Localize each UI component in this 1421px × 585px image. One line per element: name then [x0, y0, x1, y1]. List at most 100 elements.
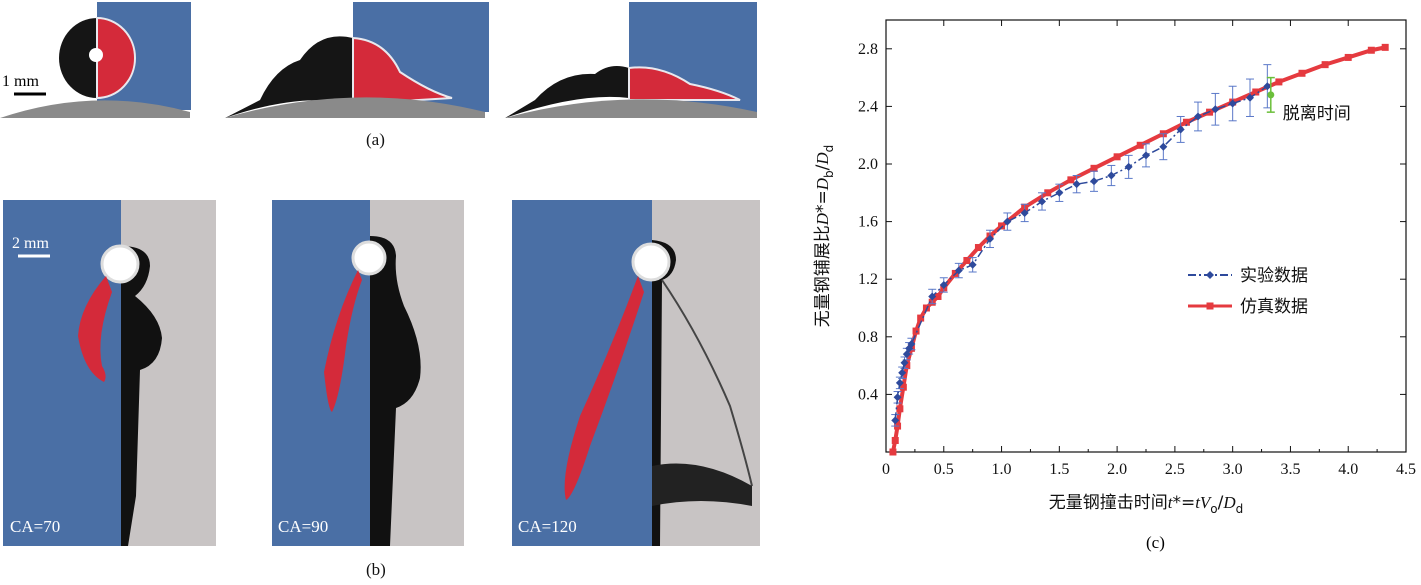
legend-sim-label: 仿真数据	[1240, 297, 1308, 317]
x-tick-label: 4.5	[1396, 461, 1416, 478]
sim-data-point	[1136, 141, 1144, 149]
chart-series	[889, 43, 1389, 456]
panel-a-label: (a)	[366, 130, 385, 149]
plot-frame	[885, 19, 1407, 453]
sim-data-point	[899, 383, 907, 391]
legend-exp-marker	[1206, 271, 1214, 279]
sim-data-point	[934, 292, 942, 300]
panel-b-frame-2: CA=90	[272, 200, 464, 546]
axis-title-part: d	[1236, 502, 1244, 516]
x-tick-label: 2.5	[1165, 461, 1185, 478]
sim-data-point	[998, 222, 1006, 230]
x-tick-label: 2.0	[1107, 461, 1127, 478]
exp-data-point	[1107, 171, 1116, 180]
sim-data-point	[963, 256, 971, 264]
x-tick-label: 1.0	[992, 461, 1012, 478]
exp-data-point	[907, 340, 916, 348]
detach-time-annotation: 脱离时间	[1283, 104, 1351, 124]
exp-data-point	[895, 378, 904, 387]
panel-b-images: 2 mm CA=70 CA=90 CA=120	[3, 200, 760, 546]
panel-b-frame-1: 2 mm CA=70	[3, 200, 216, 546]
axis-title-part: 无量钢铺展比	[813, 225, 833, 327]
x-tick-label: 3.0	[1223, 461, 1243, 478]
y-axis-title: 无量钢铺展比D*=Db/Dd	[813, 145, 836, 328]
axis-title-part: d	[822, 145, 836, 153]
exp-data-point	[1194, 112, 1202, 121]
sim-data-point	[1381, 43, 1389, 51]
panel-c-chart: 0 0.5 1.0 1.5 2.0 2.5 3.0 3.5 4.0 4.5 0.4 0.8 1.2 1.6…	[813, 19, 1416, 552]
panel-b-label: (b)	[366, 560, 386, 579]
axis-title-part: t	[1168, 493, 1174, 512]
sim-data-point	[1182, 118, 1190, 126]
exp-data-point	[939, 280, 948, 289]
axis-title-part: D	[813, 177, 832, 191]
axis-title-part: *=	[1172, 493, 1195, 513]
exp-data-point	[1228, 99, 1237, 108]
exp-series-line	[894, 85, 1268, 421]
x-tick-label: 3.5	[1280, 461, 1300, 478]
exp-data-point	[1055, 188, 1064, 197]
exp-data-point	[1176, 125, 1185, 134]
exp-data-point	[968, 260, 977, 269]
axis-title-part: D	[813, 212, 832, 226]
sim-data-point	[903, 362, 911, 370]
panel-a-frame-1: 1 mm	[0, 2, 191, 118]
axis-title-part: D	[1222, 493, 1236, 512]
legend-sim-marker	[1206, 302, 1214, 310]
axis-title-part: o	[1210, 502, 1217, 516]
sim-data-point	[896, 405, 904, 413]
y-tick-label: 2.0	[858, 156, 878, 173]
scale-label-1mm: 1 mm	[2, 73, 39, 90]
x-tick-label: 1.5	[1049, 461, 1069, 478]
exp-data-point	[1038, 197, 1046, 206]
exp-data-point	[954, 266, 963, 275]
ca-label-120: CA=120	[518, 517, 577, 536]
panel-a-frame-3	[505, 2, 757, 118]
panel-b-frame-3: CA=120	[512, 200, 760, 546]
exp-data-point	[1020, 208, 1029, 217]
x-axis-title: 无量钢撞击时间t*=tVo/Dd	[1049, 493, 1244, 516]
y-tick-label: 2.8	[858, 41, 878, 58]
exp-data-point	[900, 358, 909, 367]
chart-axes: 0 0.5 1.0 1.5 2.0 2.5 3.0 3.5 4.0 4.5 0.4 0.8 1.2 1.6…	[858, 19, 1416, 478]
exp-data-point	[1211, 105, 1220, 114]
y-tick-label: 0.8	[858, 329, 878, 346]
exp-data-point	[1142, 151, 1150, 160]
exp-data-point	[1159, 142, 1168, 151]
y-tick-label: 1.2	[858, 271, 878, 288]
exp-data-point	[891, 416, 900, 425]
sim-data-point	[917, 314, 925, 322]
panel-a-images: 1 mm	[0, 2, 757, 118]
sim-data-point	[1298, 69, 1306, 77]
sim-data-point	[1344, 53, 1352, 61]
exp-data-point	[1090, 177, 1098, 186]
exp-data-point	[1246, 93, 1254, 102]
scale-label-2mm: 2 mm	[12, 235, 49, 252]
axis-title-part: /	[813, 164, 833, 170]
exp-data-point	[986, 234, 994, 243]
exp-data-point	[1003, 217, 1012, 226]
axis-title-part: tV	[1195, 493, 1213, 512]
sim-data-point	[1321, 61, 1329, 69]
axis-title-part: /	[1218, 493, 1224, 513]
y-tick-label: 2.4	[858, 98, 878, 115]
axis-title-part: b	[822, 170, 836, 178]
y-tick-label: 0.4	[858, 386, 878, 403]
sim-data-point	[1067, 176, 1075, 184]
panel-a-frame-2	[225, 2, 489, 118]
axis-title-part: 无量钢撞击时间	[1049, 493, 1168, 513]
sim-data-point	[1113, 153, 1121, 161]
sim-data-point	[1252, 88, 1260, 96]
ca-label-90: CA=90	[278, 517, 328, 536]
sim-data-point	[889, 448, 897, 456]
y-tick-label: 1.6	[858, 214, 878, 231]
sim-data-point	[891, 436, 899, 444]
exp-data-point	[902, 350, 911, 359]
detach-point	[1267, 91, 1275, 99]
x-tick-label: 0	[882, 461, 890, 478]
sim-data-point	[1090, 164, 1098, 172]
sim-data-point	[912, 327, 920, 335]
axis-title-part: D	[813, 152, 832, 166]
legend-exp-label: 实验数据	[1240, 266, 1308, 286]
x-tick-label: 4.0	[1338, 461, 1358, 478]
